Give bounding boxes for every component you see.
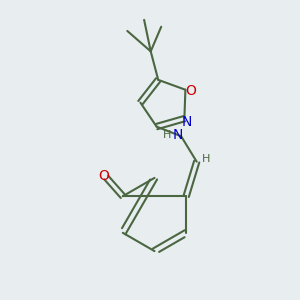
Text: N: N xyxy=(172,128,183,142)
Text: O: O xyxy=(98,169,109,183)
Text: H: H xyxy=(202,154,211,164)
Text: O: O xyxy=(185,84,196,98)
Text: N: N xyxy=(182,115,192,129)
Text: H: H xyxy=(163,130,171,140)
